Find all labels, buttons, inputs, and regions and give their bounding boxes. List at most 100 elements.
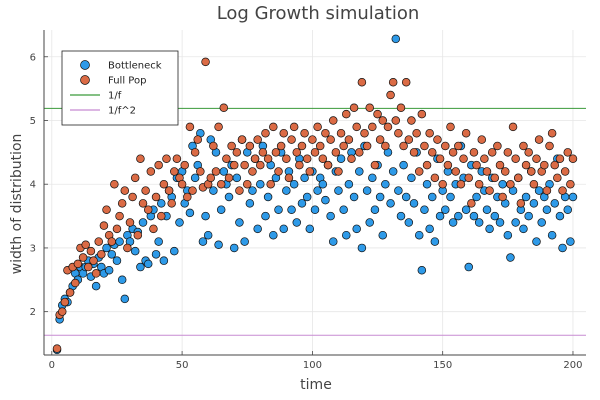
point-series-1 <box>542 186 552 195</box>
point-series-0 <box>292 218 302 227</box>
point-series-0 <box>474 218 484 227</box>
point-series-1 <box>167 199 176 208</box>
point-series-1 <box>240 160 249 170</box>
point-series-1 <box>560 167 570 176</box>
point-series-0 <box>232 173 242 183</box>
x-tick-label: 100 <box>303 360 322 371</box>
point-series-1 <box>388 78 398 87</box>
point-series-1 <box>375 135 385 144</box>
point-series-1 <box>128 192 137 202</box>
point-series-1 <box>263 154 273 163</box>
point-series-0 <box>201 211 210 221</box>
point-series-1 <box>480 154 489 163</box>
legend-swatch <box>80 75 90 85</box>
point-series-1 <box>201 57 210 67</box>
point-series-1 <box>149 224 158 234</box>
point-series-0 <box>328 237 338 246</box>
point-series-1 <box>342 109 351 119</box>
point-series-0 <box>407 173 416 183</box>
legend: Bottleneck Full Pop 1/f 1/f^2 <box>61 50 179 126</box>
point-series-1 <box>321 128 330 138</box>
point-series-1 <box>214 122 223 132</box>
point-series-0 <box>417 265 427 275</box>
point-series-0 <box>102 243 111 253</box>
point-series-1 <box>553 173 562 183</box>
point-series-1 <box>123 243 132 253</box>
point-series-1 <box>261 128 270 138</box>
point-series-1 <box>266 179 275 189</box>
legend-label: 1/f <box>108 91 122 102</box>
point-series-1 <box>469 148 479 157</box>
point-series-1 <box>282 154 291 163</box>
point-series-1 <box>420 141 429 151</box>
point-series-1 <box>190 148 200 157</box>
point-series-0 <box>185 208 195 218</box>
point-series-1 <box>97 250 106 259</box>
point-series-1 <box>328 116 338 125</box>
point-series-1 <box>180 160 189 170</box>
x-tick-label: 50 <box>176 360 189 371</box>
point-series-0 <box>469 211 479 221</box>
point-series-1 <box>117 199 127 208</box>
point-series-1 <box>310 148 320 157</box>
point-series-0 <box>248 186 257 195</box>
point-series-1 <box>318 154 328 163</box>
point-series-1 <box>352 122 361 132</box>
point-series-0 <box>391 34 401 44</box>
point-series-0 <box>289 179 299 189</box>
point-series-0 <box>282 186 291 195</box>
point-series-0 <box>490 211 500 221</box>
point-series-0 <box>321 195 330 205</box>
point-series-0 <box>344 179 354 189</box>
point-series-0 <box>396 211 406 221</box>
point-series-0 <box>263 192 273 202</box>
point-series-0 <box>256 179 265 189</box>
point-series-0 <box>495 218 505 227</box>
point-series-1 <box>446 122 455 132</box>
point-series-0 <box>229 243 239 253</box>
point-series-1 <box>422 160 432 170</box>
point-series-1 <box>227 141 236 151</box>
point-series-1 <box>224 173 234 183</box>
point-series-1 <box>308 135 317 144</box>
point-series-1 <box>508 122 518 132</box>
point-series-0 <box>381 179 390 189</box>
point-series-0 <box>368 173 377 183</box>
point-series-0 <box>302 192 312 202</box>
point-series-0 <box>435 211 445 221</box>
point-series-0 <box>216 205 226 214</box>
point-series-0 <box>464 262 473 272</box>
point-series-1 <box>459 154 468 163</box>
point-series-1 <box>237 135 247 144</box>
point-series-0 <box>326 211 335 221</box>
x-tick-label: 150 <box>433 360 452 371</box>
point-series-1 <box>503 148 513 157</box>
point-series-1 <box>482 167 492 176</box>
point-series-0 <box>342 230 351 240</box>
point-series-1 <box>370 160 380 170</box>
point-series-1 <box>396 103 406 112</box>
point-series-1 <box>159 179 169 189</box>
point-series-1 <box>511 154 520 163</box>
point-series-1 <box>438 179 447 189</box>
legend-label: Bottleneck <box>108 61 162 72</box>
point-series-0 <box>506 253 515 262</box>
point-series-0 <box>190 173 200 183</box>
point-series-0 <box>274 205 283 214</box>
point-series-0 <box>253 224 262 234</box>
point-series-1 <box>162 154 171 163</box>
point-series-1 <box>209 141 218 151</box>
point-series-0 <box>117 275 127 285</box>
point-series-0 <box>409 199 419 208</box>
point-series-1 <box>347 154 356 163</box>
point-series-1 <box>57 307 67 316</box>
point-series-1 <box>60 297 70 307</box>
y-axis-title: width of distribution <box>9 134 25 275</box>
point-series-1 <box>407 116 416 125</box>
point-series-1 <box>71 278 80 288</box>
point-series-0 <box>362 186 372 195</box>
point-series-1 <box>313 122 322 132</box>
point-series-0 <box>365 218 374 227</box>
point-series-0 <box>454 211 463 221</box>
point-series-1 <box>258 148 268 157</box>
